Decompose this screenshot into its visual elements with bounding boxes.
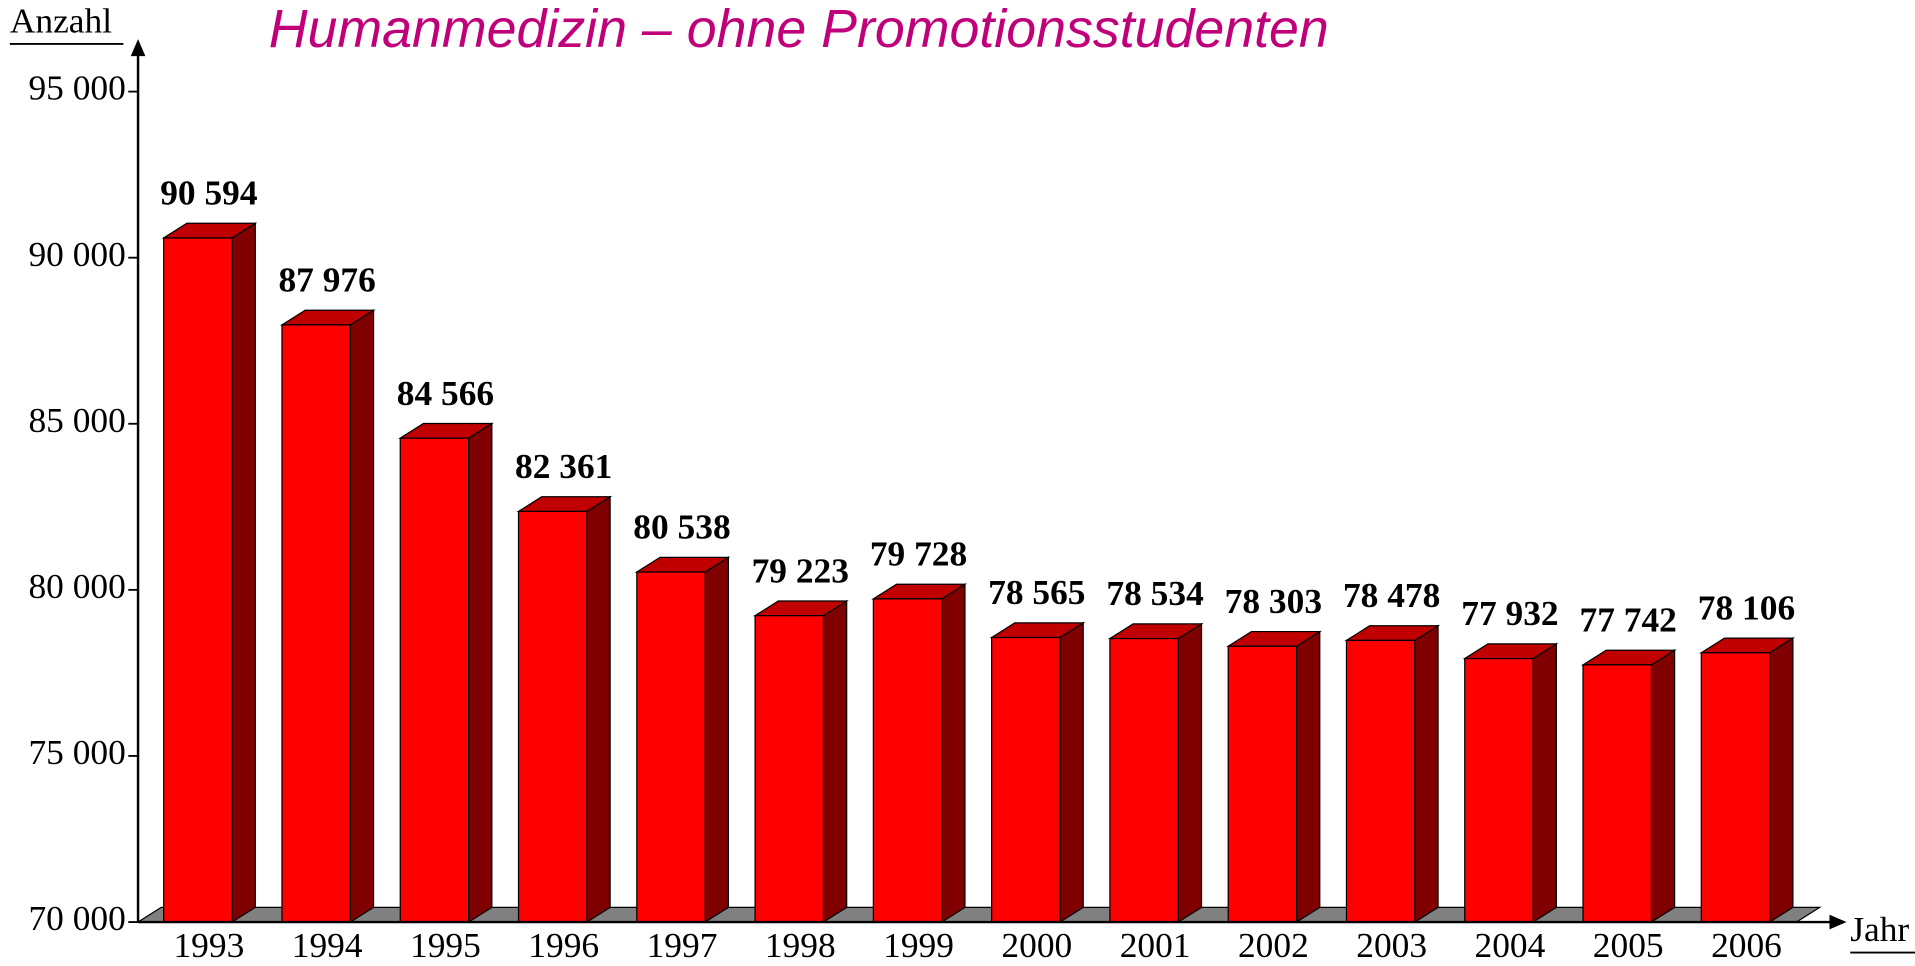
value-label: 84 566 <box>397 373 494 413</box>
bar <box>1345 639 1416 923</box>
bar-side <box>349 309 375 924</box>
value-label: 82 361 <box>515 446 612 486</box>
bar <box>1109 637 1179 923</box>
value-label: 79 728 <box>870 533 967 573</box>
x-tick-label: 2006 <box>1711 925 1782 965</box>
bar-side <box>704 556 730 924</box>
bar-side <box>231 222 256 924</box>
x-tick-label: 2005 <box>1593 925 1664 965</box>
bar-side <box>1769 637 1794 924</box>
bar <box>163 237 233 923</box>
floor <box>135 906 1822 923</box>
y-tick-label: 95 000 <box>28 68 125 108</box>
value-label: 78 565 <box>988 572 1085 612</box>
bar-side <box>941 583 966 924</box>
bar <box>1582 664 1653 923</box>
x-tick-label: 1993 <box>173 925 244 965</box>
value-label: 78 303 <box>1225 581 1322 621</box>
bar <box>1227 645 1298 923</box>
x-axis-label: Jahr <box>1850 909 1909 949</box>
y-tick-label: 70 000 <box>28 898 125 938</box>
bar-side <box>1532 642 1557 924</box>
bar <box>991 636 1061 923</box>
bar <box>1700 652 1771 923</box>
value-label: 79 223 <box>752 550 849 590</box>
bar <box>399 437 470 923</box>
x-tick-label: 1997 <box>647 925 718 965</box>
bar <box>754 615 825 923</box>
bar-side <box>1059 621 1084 924</box>
bar-side <box>586 495 611 924</box>
chart-title: Humanmedizin – ohne Promotionsstudenten <box>269 0 1329 59</box>
x-tick-label: 1999 <box>883 925 954 965</box>
value-label: 90 594 <box>160 173 258 213</box>
x-tick-label: 1995 <box>410 925 481 965</box>
bar-side <box>1650 649 1676 924</box>
x-tick-label: 1994 <box>292 925 363 965</box>
y-tick-label: 90 000 <box>28 234 125 274</box>
y-arrow <box>130 39 146 57</box>
y-tick-label: 80 000 <box>28 566 125 606</box>
bar <box>281 324 351 923</box>
bar <box>517 510 588 923</box>
x-tick-label: 1998 <box>765 925 836 965</box>
bar-side <box>468 422 493 924</box>
x-arrow <box>1829 914 1847 930</box>
value-label: 80 538 <box>633 507 730 547</box>
value-label: 87 976 <box>278 260 375 300</box>
x-tick-label: 2003 <box>1356 925 1427 965</box>
bar <box>1464 657 1534 923</box>
y-tick-label: 75 000 <box>28 732 125 772</box>
x-tick-label: 2001 <box>1120 925 1191 965</box>
value-label: 78 534 <box>1106 573 1204 613</box>
y-tick-label: 85 000 <box>28 400 125 440</box>
bar-side <box>822 599 848 924</box>
value-label: 78 478 <box>1343 575 1440 615</box>
value-label: 77 932 <box>1461 593 1558 633</box>
bar <box>872 598 943 923</box>
value-label: 77 742 <box>1580 599 1677 639</box>
x-tick-label: 2002 <box>1238 925 1309 965</box>
x-tick-label: 2000 <box>1001 925 1072 965</box>
bar-side <box>1177 622 1203 924</box>
bar <box>636 571 706 923</box>
y-axis-label: Anzahl <box>10 1 112 41</box>
x-tick-label: 1996 <box>528 925 599 965</box>
bar-side <box>1295 630 1321 924</box>
bar-side <box>1414 624 1439 924</box>
x-tick-label: 2004 <box>1475 925 1546 965</box>
value-label: 78 106 <box>1698 587 1795 627</box>
